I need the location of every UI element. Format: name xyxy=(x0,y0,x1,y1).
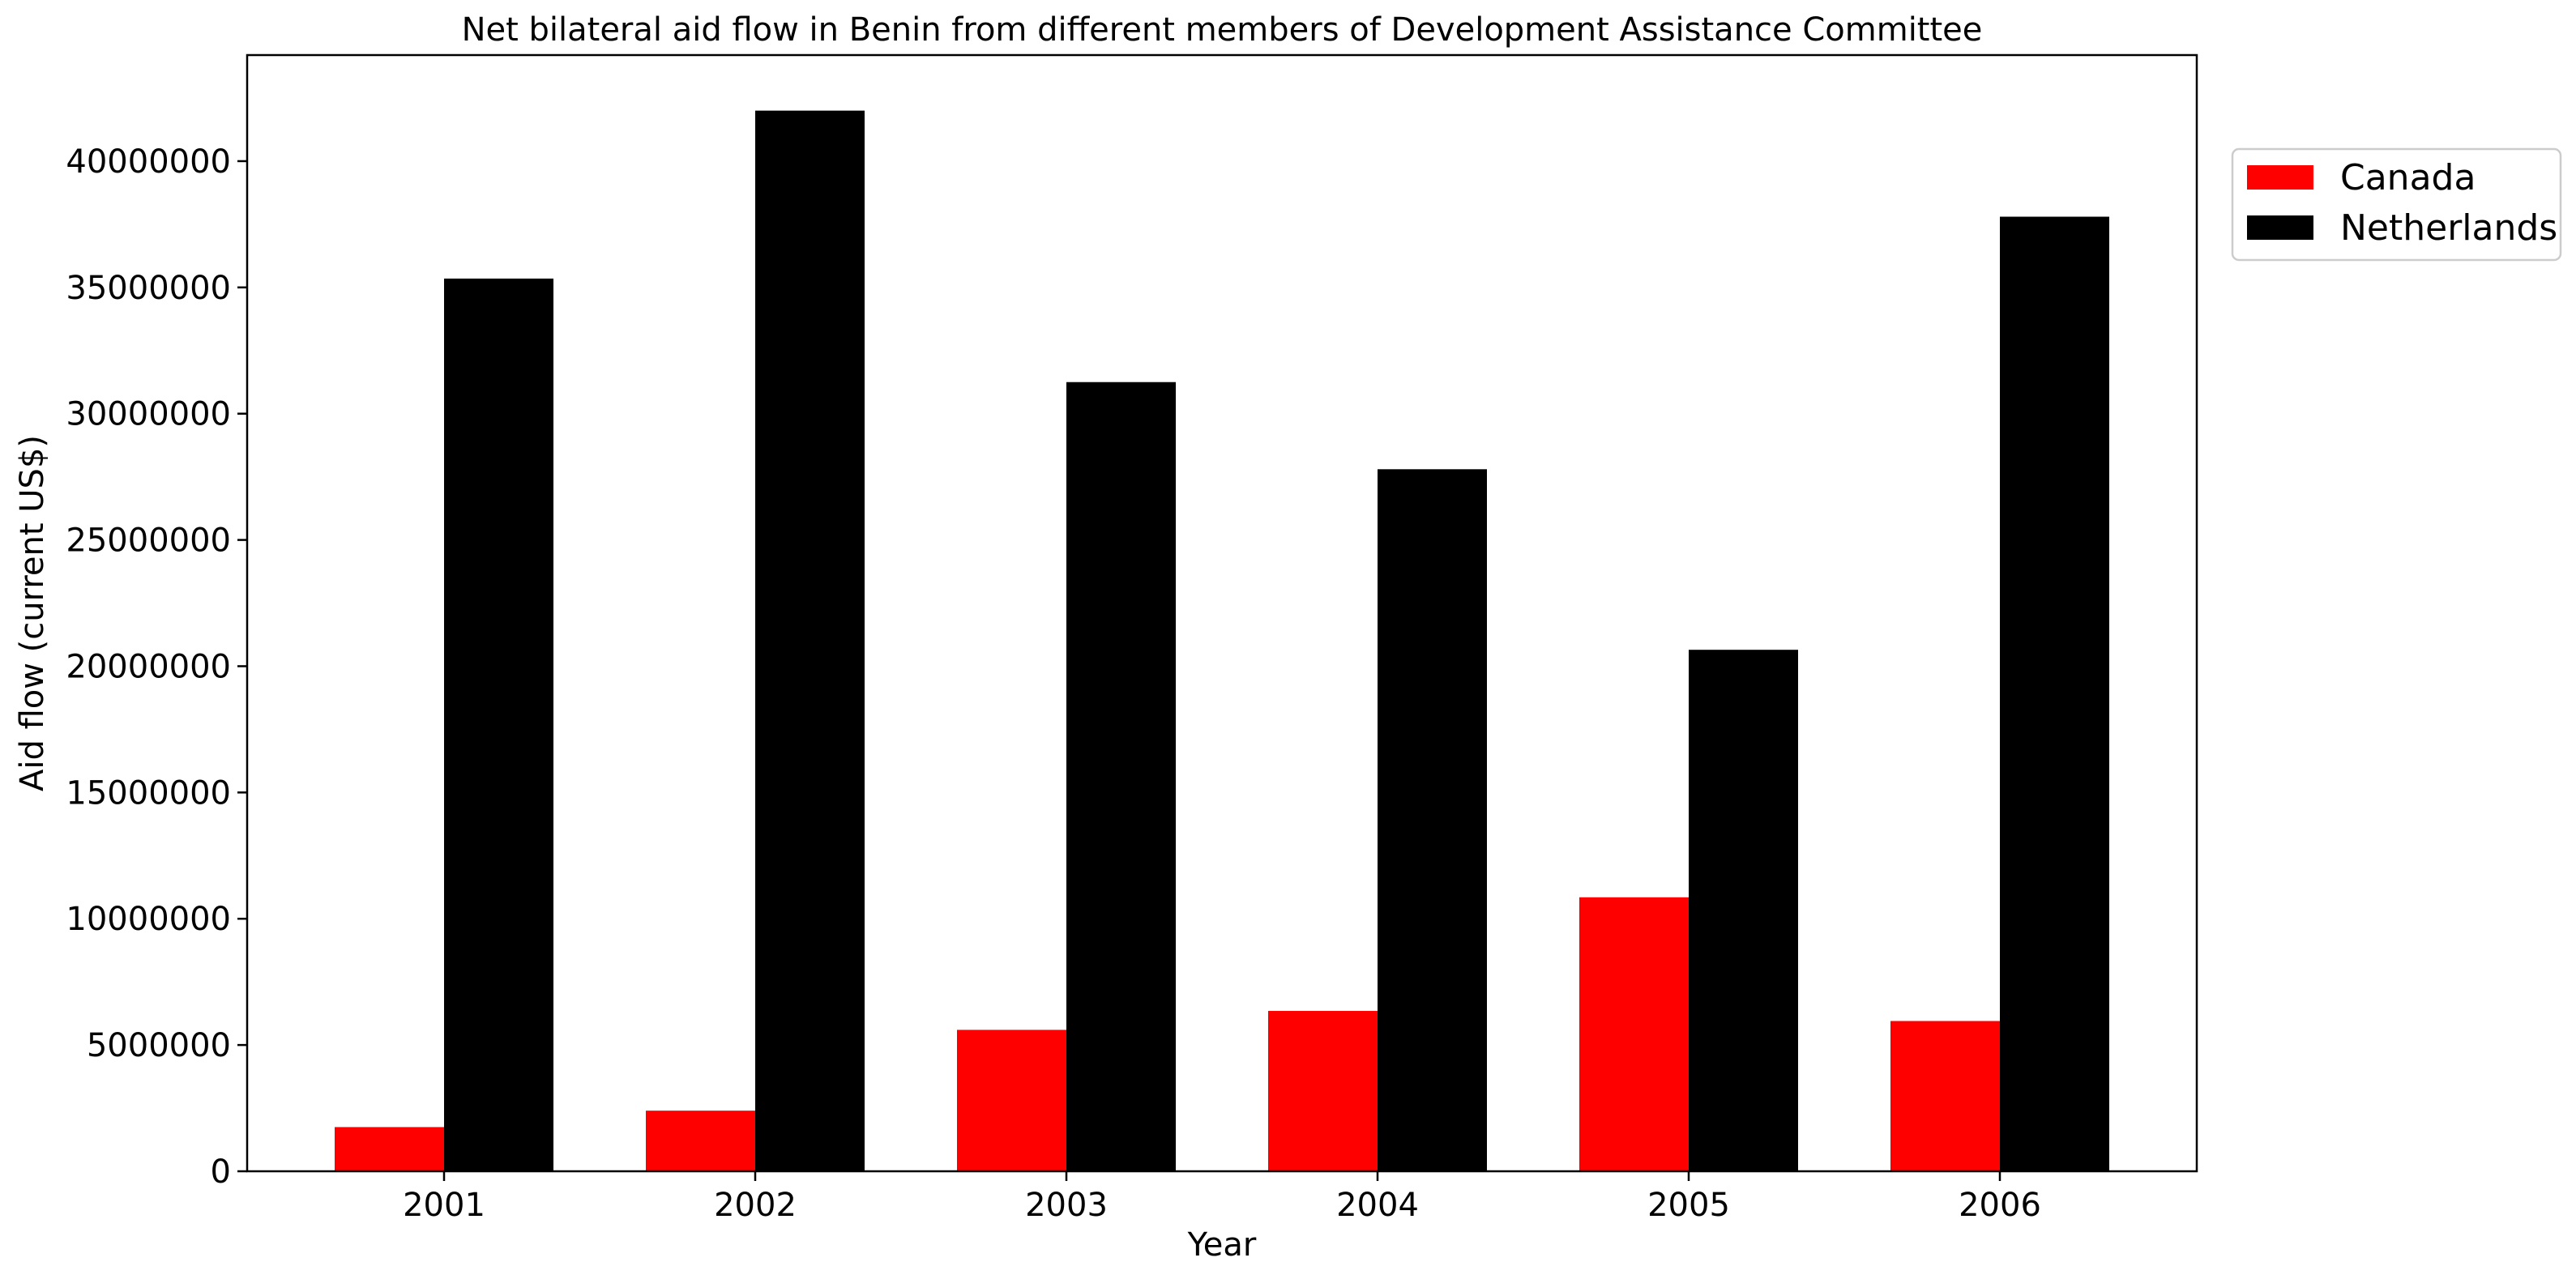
y-tick-label: 15000000 xyxy=(66,774,231,812)
y-tick-label: 40000000 xyxy=(66,143,231,181)
y-tick-label: 5000000 xyxy=(87,1027,231,1064)
y-tick-label: 30000000 xyxy=(66,396,231,433)
y-tick-label: 25000000 xyxy=(66,522,231,560)
bar-canada-2002 xyxy=(646,1111,755,1171)
bar-netherlands-2003 xyxy=(1066,382,1176,1171)
chart-title: Net bilateral aid flow in Benin from dif… xyxy=(462,11,1983,49)
y-tick-label: 0 xyxy=(211,1153,231,1191)
plot-frame xyxy=(246,53,2198,1173)
y-axis-label: Aid flow (current US$) xyxy=(14,435,51,791)
plot-area: 2001 2002 2003 2004 2005 2006 0 5000000 1000000… xyxy=(66,53,2198,1224)
x-axis: 2001 2002 2003 2004 2005 2006 xyxy=(403,1171,2041,1224)
y-tick-label: 35000000 xyxy=(66,270,231,307)
legend: Canada Netherlands xyxy=(2231,147,2562,262)
x-axis-label: Year xyxy=(1187,1226,1257,1264)
x-tick-label: 2006 xyxy=(1959,1187,2041,1224)
bar-canada-2005 xyxy=(1579,897,1689,1171)
bar-netherlands-2002 xyxy=(755,110,865,1171)
bar-canada-2004 xyxy=(1268,1011,1378,1171)
x-tick-label: 2004 xyxy=(1336,1187,1419,1224)
bar-netherlands-2005 xyxy=(1689,650,1798,1171)
bar-canada-2006 xyxy=(1890,1021,2000,1171)
legend-swatch-netherlands xyxy=(2247,215,2313,240)
bar-canada-2003 xyxy=(957,1030,1066,1171)
bars xyxy=(335,110,2109,1172)
bar-netherlands-2004 xyxy=(1378,469,1487,1171)
x-tick-label: 2003 xyxy=(1025,1187,1108,1224)
bar-netherlands-2001 xyxy=(444,278,553,1172)
bar-canada-2001 xyxy=(335,1127,444,1171)
legend-label-canada: Canada xyxy=(2340,157,2476,198)
x-tick-label: 2005 xyxy=(1647,1187,1730,1224)
y-tick-label: 10000000 xyxy=(66,901,231,938)
legend-label-netherlands: Netherlands xyxy=(2340,207,2557,249)
legend-frame xyxy=(2231,147,2562,262)
y-tick-label: 20000000 xyxy=(66,648,231,685)
bar-netherlands-2006 xyxy=(2000,216,2109,1171)
x-tick-label: 2001 xyxy=(403,1187,485,1224)
y-axis: 0 5000000 10000000 15000000 20000000 25000000… xyxy=(66,143,247,1191)
x-tick-label: 2002 xyxy=(714,1187,797,1224)
legend-swatch-canada xyxy=(2247,165,2313,190)
